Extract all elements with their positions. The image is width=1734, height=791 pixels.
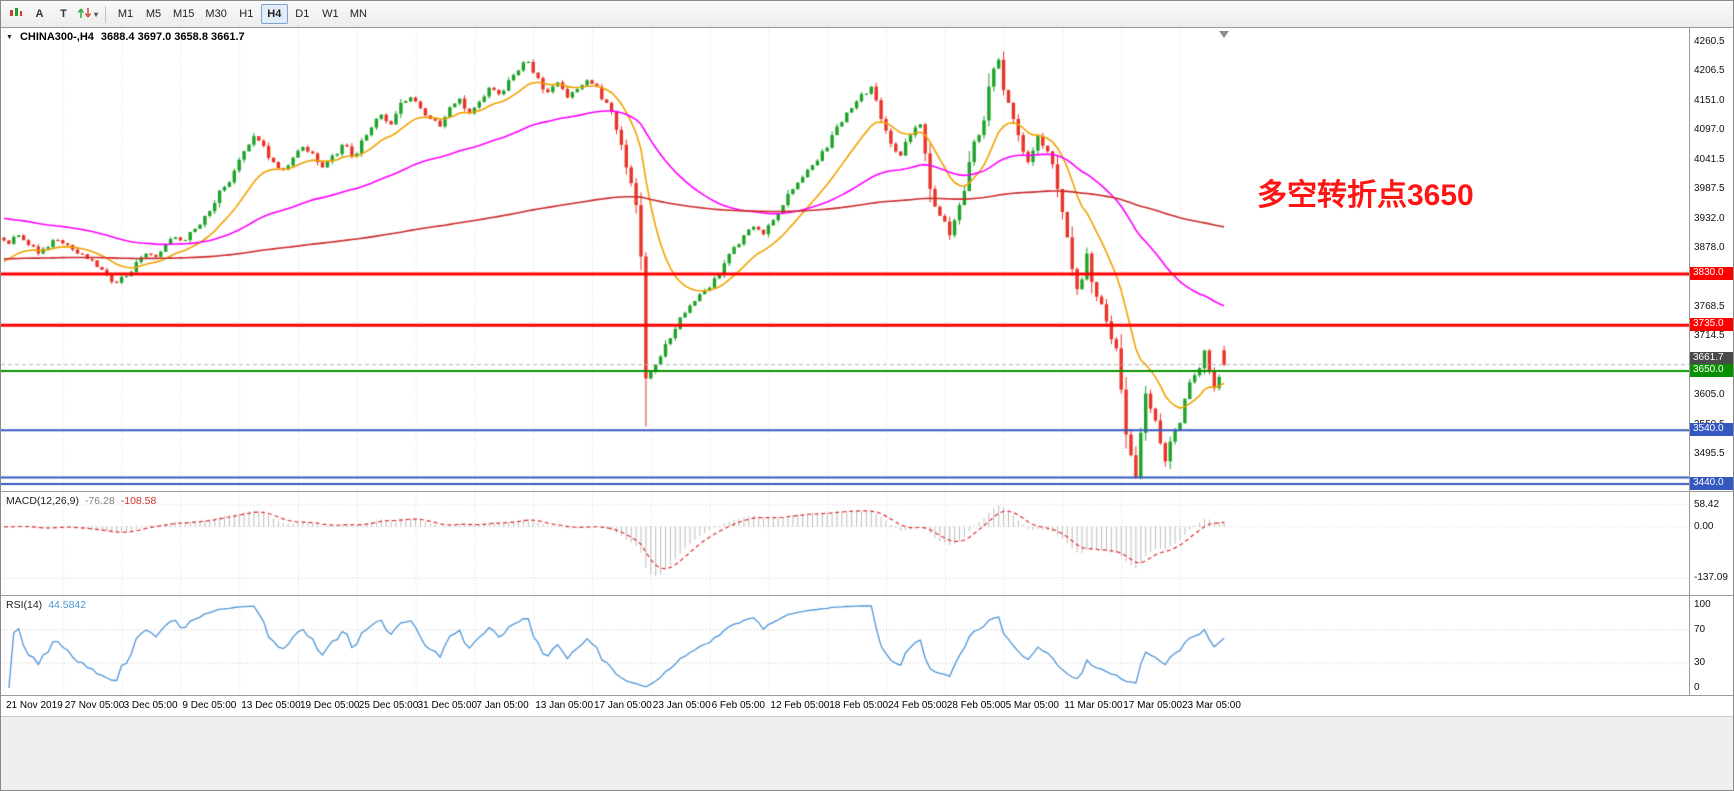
macd-signal-value: -108.58 [120,495,157,507]
toolbar-separator [105,5,107,23]
price-tag: 3650.0 [1690,363,1733,377]
time-axis-label: 28 Feb 05:00 [946,700,1006,711]
timeframe-m15[interactable]: M15 [168,4,199,24]
timeframe-m5[interactable]: M5 [140,4,167,24]
macd-axis-label: -137.09 [1694,572,1728,584]
time-axis-label: 23 Jan 05:00 [652,700,711,711]
text-tool-button[interactable]: T [52,4,75,25]
timeframe-m30[interactable]: M30 [200,4,231,24]
timeframe-d1[interactable]: D1 [289,4,316,24]
timeframe-w1[interactable]: W1 [317,4,344,24]
rsi-axis-label: 30 [1694,657,1706,669]
price-tag: 3735.0 [1690,318,1733,332]
price-axis-label: 3495.5 [1694,448,1725,460]
chart-title: ▼ CHINA300-,H4 3688.4 3697.0 3658.8 3661… [6,31,245,43]
price-tag: 3661.7 [1690,351,1733,365]
time-axis-label: 7 Jan 05:00 [476,700,529,711]
up-down-arrows-icon [77,7,92,22]
time-axis-label: 11 Mar 05:00 [1064,700,1123,711]
time-axis-label: 13 Jan 05:00 [535,700,594,711]
candlestick-chart-icon [9,7,23,22]
time-axis[interactable]: 21 Nov 2019 27 Nov 05:00 3 Dec 05:00 9 Dec … [1,695,1733,716]
rsi-canvas[interactable] [1,597,1689,696]
macd-header: MACD(12,26,9) -76.28 -108.58 [6,495,156,507]
price-axis-label: 3605.0 [1694,389,1725,401]
macd-axis-label: 58.42 [1694,498,1720,510]
timeframe-h4[interactable]: H4 [260,4,288,24]
price-axis-label: 4041.5 [1694,154,1725,166]
rsi-axis-label: 70 [1694,623,1706,635]
time-axis-label: 9 Dec 05:00 [182,700,237,711]
price-tag: 3830.0 [1690,267,1733,281]
time-axis-label: 24 Feb 05:00 [888,700,947,711]
time-axis-label: 5 Mar 05:00 [1005,700,1059,711]
rsi-label: RSI(14) [6,599,43,611]
price-axis-label: 3932.0 [1694,213,1725,225]
rsi-pane: RSI(14) 44.5842 100 70 30 0 [1,595,1733,696]
chart-shift-marker-icon [1219,31,1229,38]
chart-window-icon-button[interactable] [4,4,27,25]
rsi-axis-label: 100 [1694,599,1711,610]
main-chart-pane: ▼ CHINA300-,H4 3688.4 3697.0 3658.8 3661… [1,28,1733,491]
time-axis-label: 13 Dec 05:00 [241,700,301,711]
time-axis-label: 12 Feb 05:00 [770,700,830,711]
toolbar: A T ▾ M1 M5 M15 M30 H1 H4 D1 W1 MN [1,1,1733,28]
price-tag: 3540.0 [1690,423,1733,437]
timeframe-bar: M1 M5 M15 M30 H1 H4 D1 W1 MN [112,4,372,24]
symbol-period-label: CHINA300-,H4 [19,31,94,43]
macd-label: MACD(12,26,9) [6,495,79,507]
price-axis-label: 4097.0 [1694,124,1725,136]
time-axis-label: 23 Mar 05:00 [1182,700,1241,711]
timeframe-mn[interactable]: MN [345,4,372,24]
time-axis-label: 6 Feb 05:00 [711,700,765,711]
time-axis-label: 19 Dec 05:00 [300,700,360,711]
order-arrows-button[interactable]: ▾ [76,4,99,25]
price-axis-label: 3768.5 [1694,301,1725,313]
macd-axis: 58.42 0.00 -137.09 [1689,492,1733,595]
price-axis-label: 4206.5 [1694,65,1725,77]
chevron-down-icon: ▾ [94,9,99,19]
rsi-value: 44.5842 [48,599,87,611]
price-axis[interactable]: 4260.5 4206.5 4151.0 4097.0 4041.5 3987.5 3932… [1689,28,1733,491]
price-axis-label: 3878.0 [1694,242,1725,254]
price-axis-label: 3987.5 [1694,183,1725,195]
window-bottom-strip [1,716,1733,790]
time-axis-label: 27 Nov 05:00 [64,700,125,711]
time-axis-label: 3 Dec 05:00 [123,700,178,711]
timeframe-h1[interactable]: H1 [233,4,260,24]
ohlc-values: 3688.4 3697.0 3658.8 3661.7 [100,31,245,43]
time-axis-label: 21 Nov 2019 [6,700,63,711]
arrow-tool-button[interactable]: A [28,4,51,25]
price-axis-label: 4151.0 [1694,95,1725,107]
time-axis-label: 17 Jan 05:00 [594,700,652,711]
chart-text-annotation[interactable]: 多空转折点3650 [1257,179,1474,212]
rsi-axis: 100 70 30 0 [1689,596,1733,695]
time-axis-label: 31 Dec 05:00 [417,700,478,711]
time-axis-label: 25 Dec 05:00 [358,700,419,711]
price-tag: 3440.0 [1690,477,1733,490]
macd-pane: MACD(12,26,9) -76.28 -108.58 58.42 0.00 -1… [1,491,1733,596]
rsi-header: RSI(14) 44.5842 [6,599,86,611]
time-axis-label: 18 Feb 05:00 [829,700,889,711]
time-axis-label: 17 Mar 05:00 [1123,700,1183,711]
price-axis-label: 3714.5 [1694,330,1725,342]
timeframe-m1[interactable]: M1 [112,4,139,24]
macd-main-value: -76.28 [84,495,115,507]
main-chart-canvas[interactable] [1,28,1689,491]
macd-axis-label: 0.00 [1694,520,1714,532]
rsi-axis-label: 0 [1694,682,1700,693]
price-axis-label: 4260.5 [1694,36,1725,48]
macd-canvas[interactable] [1,493,1689,596]
one-click-trading-arrow-icon[interactable]: ▼ [6,34,13,41]
